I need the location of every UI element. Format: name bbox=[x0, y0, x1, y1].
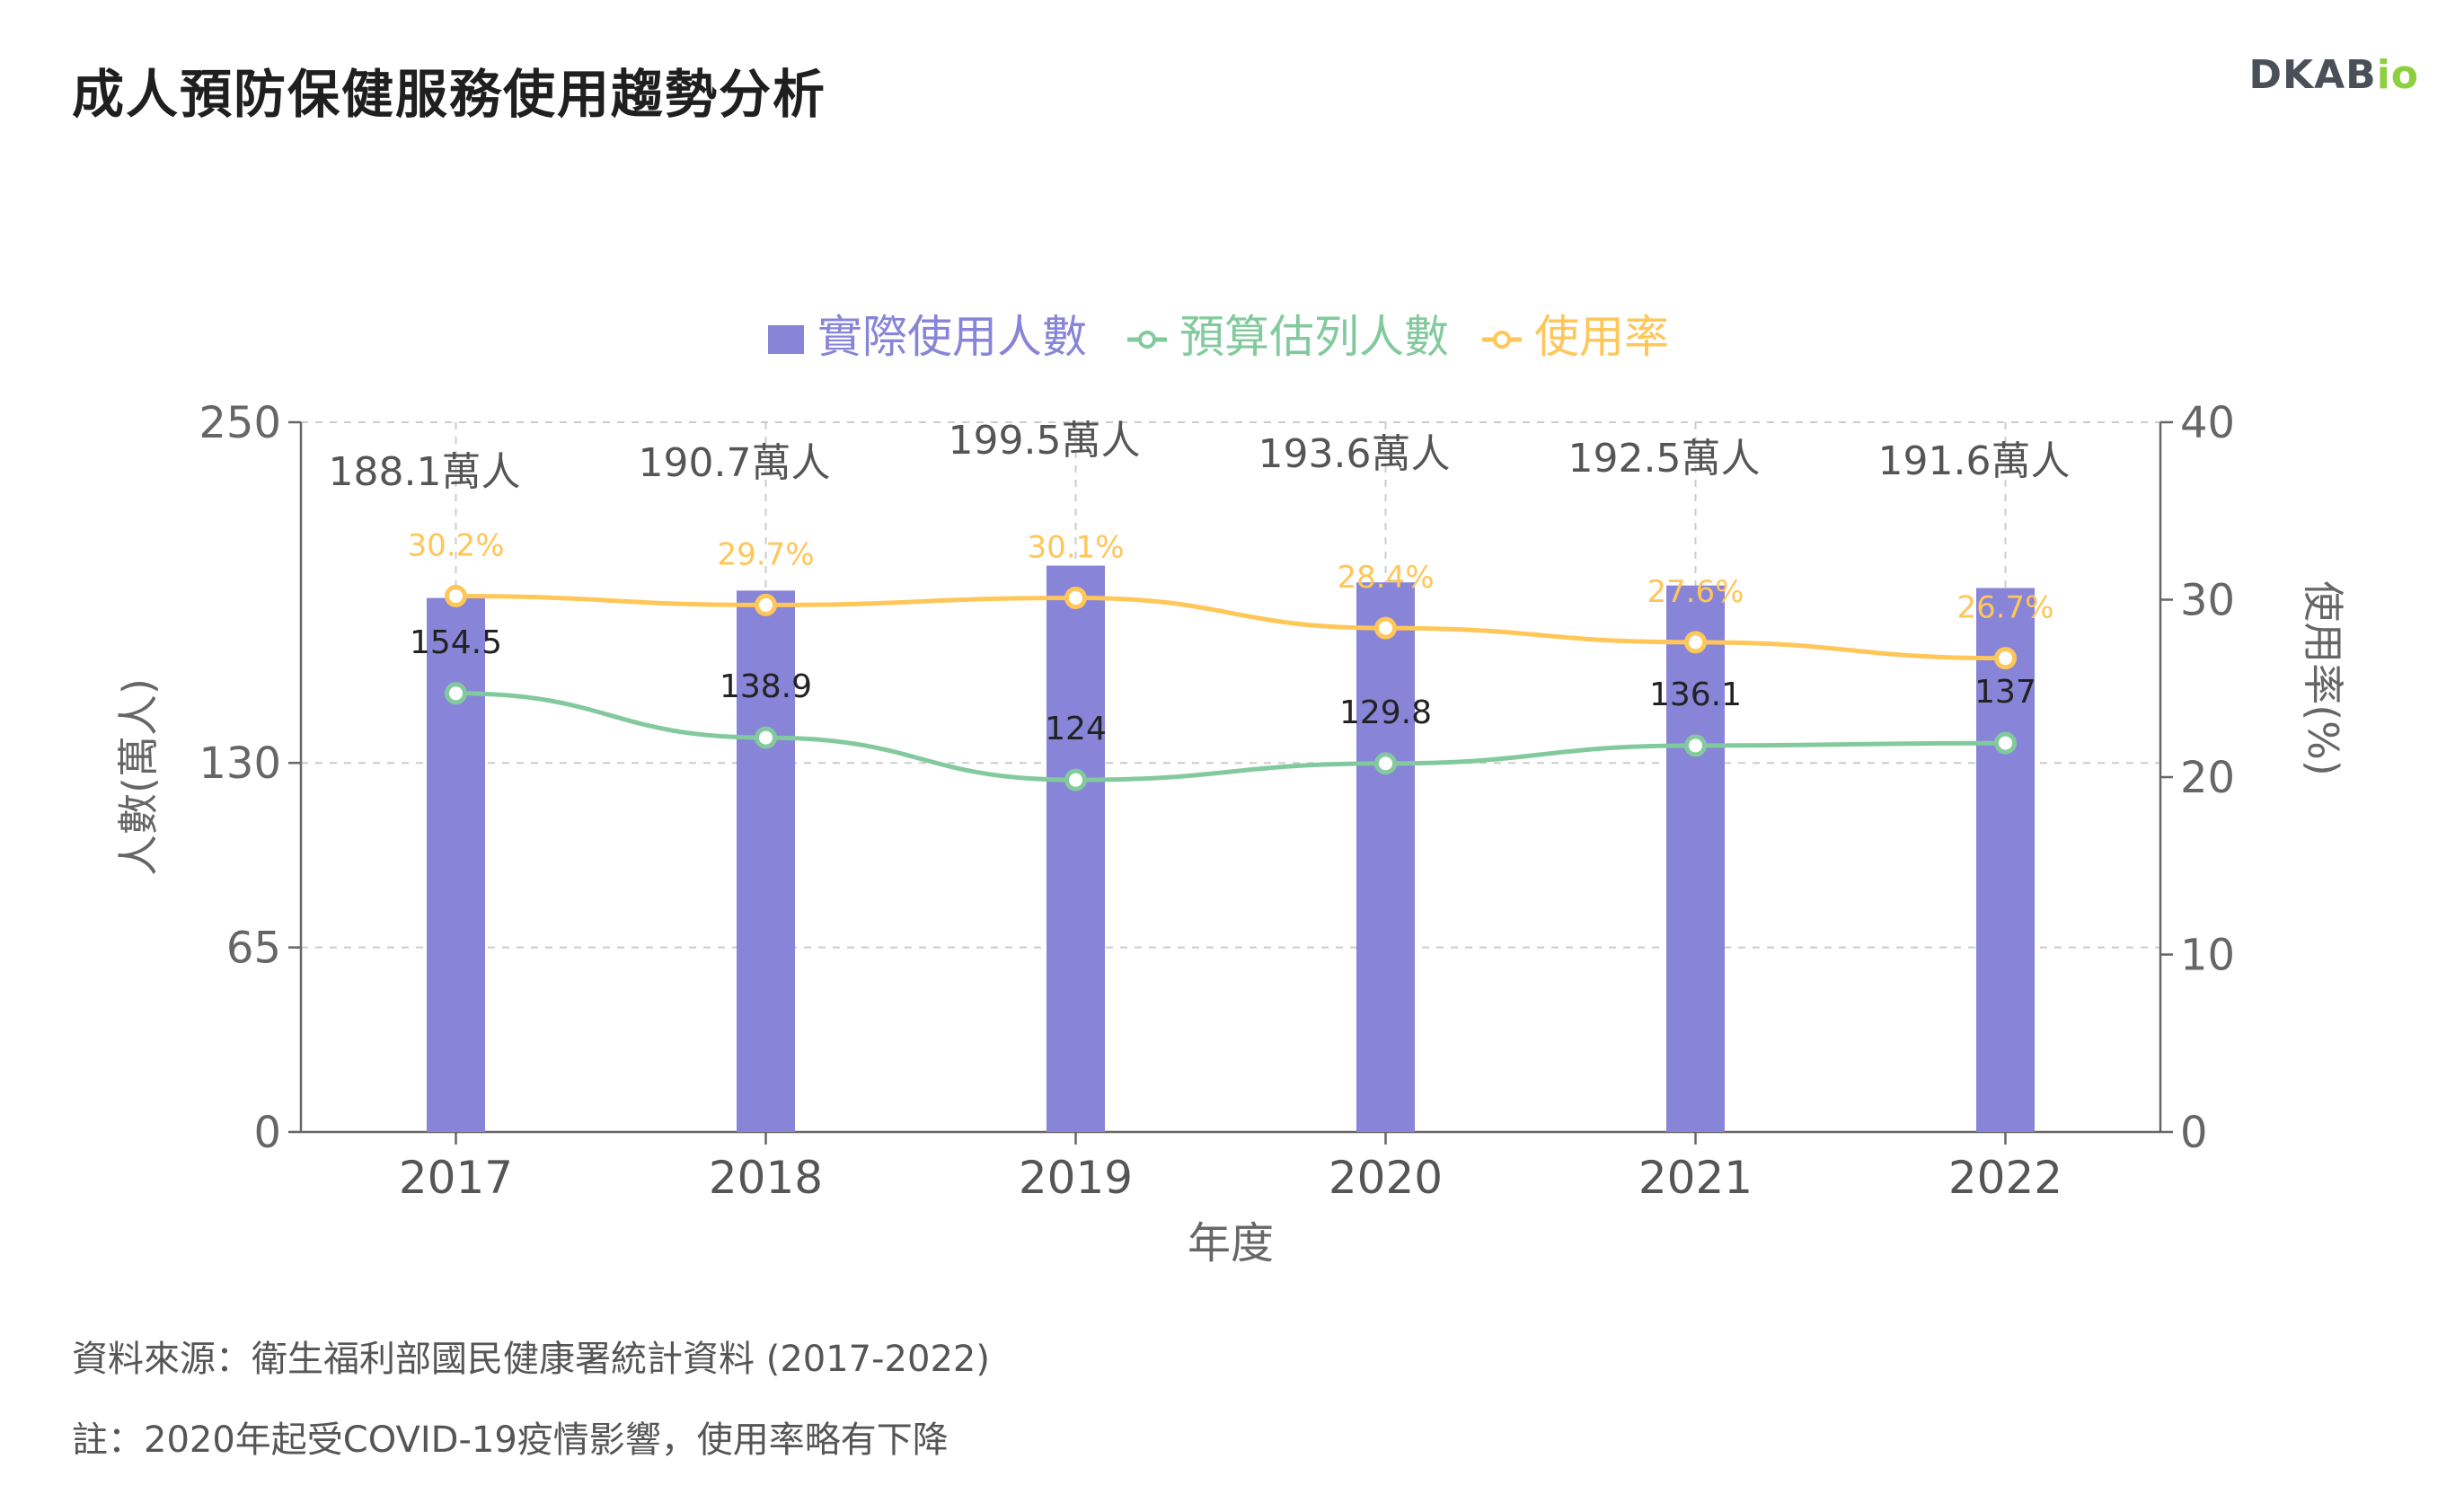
y-tick-label-right: 0 bbox=[2180, 1108, 2208, 1158]
bar-actual-usage bbox=[1356, 582, 1415, 1132]
usage-rate-label: 29.7% bbox=[717, 536, 814, 572]
y-tick-label-left: 130 bbox=[199, 738, 281, 789]
y-tick-label-right: 20 bbox=[2180, 753, 2235, 803]
estimated-count-label: 136.1 bbox=[1649, 676, 1742, 713]
bar-actual-usage bbox=[427, 597, 485, 1132]
estimated-count-line bbox=[455, 691, 2006, 782]
bar-actual-usage bbox=[1047, 565, 1105, 1132]
legend-label-rate: 使用率 bbox=[1534, 311, 1669, 363]
brand-logo-accent: io bbox=[2376, 52, 2419, 98]
legend-swatch-actual bbox=[768, 325, 804, 354]
estimated-count-point bbox=[1374, 752, 1397, 775]
usage-rate-point bbox=[1684, 631, 1707, 654]
y-tick-label-right: 10 bbox=[2180, 931, 2235, 981]
x-tick-label: 2020 bbox=[1329, 1152, 1443, 1204]
bar-actual-usage bbox=[1666, 585, 1725, 1132]
y-tick-label-left: 65 bbox=[226, 924, 281, 974]
x-tick-label: 2021 bbox=[1638, 1152, 1753, 1204]
usage-rate-line bbox=[455, 594, 2006, 661]
usage-rate-label: 28.4% bbox=[1337, 560, 1434, 596]
estimated-count-label: 124 bbox=[1045, 711, 1107, 747]
bar-label: 199.5萬人 bbox=[949, 418, 1141, 464]
estimated-count-point bbox=[1064, 768, 1087, 791]
brand-logo: DKABio bbox=[2248, 52, 2419, 98]
data-source-note: 資料來源：衛生福利部國民健康署統計資料 (2017-2022) bbox=[72, 1339, 990, 1380]
bar-label: 188.1萬人 bbox=[329, 449, 521, 495]
legend-label-estimated: 預算估列人數 bbox=[1179, 311, 1449, 363]
x-tick-label: 2018 bbox=[709, 1152, 823, 1204]
y-tick-label-right: 40 bbox=[2180, 398, 2235, 448]
estimated-count-point bbox=[755, 726, 777, 749]
estimated-count-point bbox=[445, 682, 467, 705]
y-tick-label-left: 0 bbox=[253, 1108, 281, 1158]
y-axis-title-left: 人數(萬人) bbox=[114, 678, 163, 876]
estimated-count-label: 154.5 bbox=[410, 624, 502, 661]
estimated-count-label: 137 bbox=[1974, 674, 2036, 711]
legend-label-actual: 實際使用人數 bbox=[817, 311, 1087, 363]
usage-rate-label: 30.2% bbox=[407, 528, 504, 564]
estimated-count-point bbox=[1994, 731, 2017, 755]
legend-swatch-estimated-dot bbox=[1138, 331, 1156, 349]
y-tick-label-right: 30 bbox=[2180, 576, 2235, 626]
page-title: 成人預防保健服務使用趨勢分析 bbox=[72, 64, 827, 125]
estimated-count-point bbox=[1684, 734, 1707, 757]
estimated-count-label: 138.9 bbox=[720, 668, 812, 705]
estimated-count-label: 129.8 bbox=[1339, 694, 1432, 731]
usage-rate-point bbox=[1374, 616, 1397, 640]
x-tick-label: 2022 bbox=[1948, 1152, 2062, 1204]
y-tick-label-left: 250 bbox=[199, 398, 281, 448]
bar-label: 192.5萬人 bbox=[1568, 436, 1761, 482]
bar-label: 190.7萬人 bbox=[639, 440, 831, 486]
legend-swatch-rate-dot bbox=[1493, 331, 1511, 349]
bar-label: 193.6萬人 bbox=[1258, 431, 1451, 477]
x-axis-title: 年度 bbox=[1188, 1218, 1274, 1269]
bar-label: 191.6萬人 bbox=[1878, 438, 2071, 484]
y-axis-title-right: 使用率(%) bbox=[2299, 580, 2347, 776]
usage-rate-point bbox=[445, 585, 467, 608]
usage-rate-label: 30.1% bbox=[1027, 530, 1124, 566]
usage-rate-label: 27.6% bbox=[1647, 574, 1744, 610]
usage-rate-point bbox=[755, 593, 777, 616]
x-tick-label: 2017 bbox=[399, 1152, 513, 1204]
usage-rate-label: 26.7% bbox=[1956, 590, 2053, 626]
x-tick-label: 2019 bbox=[1019, 1152, 1133, 1204]
usage-rate-point bbox=[1064, 587, 1087, 610]
bar-actual-usage bbox=[737, 590, 795, 1132]
brand-logo-main: DKAB bbox=[2248, 52, 2377, 98]
bar-actual-usage bbox=[1976, 588, 2035, 1132]
usage-rate-point bbox=[1994, 647, 2017, 670]
covid-footnote: 註：2020年起受COVID-19疫情影響，使用率略有下降 bbox=[72, 1419, 949, 1461]
